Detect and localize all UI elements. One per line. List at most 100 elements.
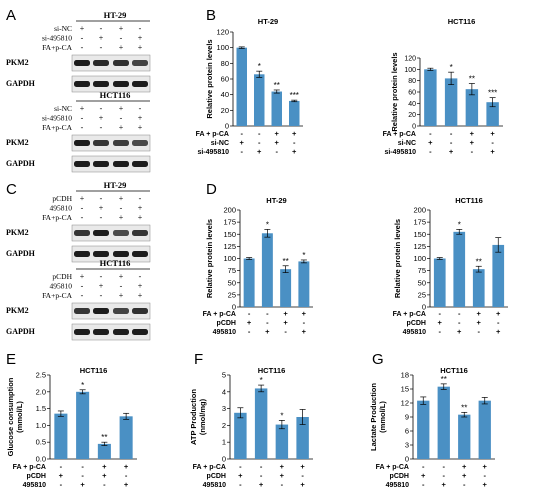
condition-sign: -	[266, 309, 269, 318]
y-tick-label: 0	[422, 303, 426, 312]
condition-sign: -	[463, 480, 466, 489]
chart-b-1: HT-29 Relative protein levels 0 20 40 60 80 100…	[196, 17, 303, 156]
bar	[453, 231, 466, 307]
condition-sign: -	[125, 471, 128, 480]
significance-marker: **	[274, 81, 280, 90]
y-tick-label: 60	[408, 90, 416, 97]
blot-sign: -	[100, 24, 103, 33]
condition-sign: -	[81, 471, 84, 480]
y-axis-label: (mmol/L)	[378, 401, 387, 433]
blot-row-label: 495810	[50, 204, 73, 213]
condition-sign: -	[471, 147, 474, 156]
bar	[424, 69, 437, 126]
y-tick-label: 12	[401, 399, 409, 408]
condition-sign: +	[283, 318, 288, 327]
condition-label: 495810	[213, 329, 236, 336]
blot-cell-line-title: HCT116	[100, 258, 131, 268]
y-tick-label: 120	[216, 28, 229, 37]
y-tick-label: 100	[404, 67, 416, 74]
condition-sign: -	[239, 462, 242, 471]
condition-label: pCDH	[407, 320, 426, 327]
y-tick-label: 80	[408, 78, 416, 85]
blot-sign: +	[80, 24, 85, 33]
y-tick-label: 18	[401, 371, 409, 380]
blot-sign: +	[119, 194, 124, 203]
blot-band	[113, 308, 129, 314]
y-tick-label: 50	[228, 278, 236, 287]
panel-letters: A B C D E F G	[6, 7, 384, 368]
y-axis-label: Lactate Production	[369, 383, 378, 451]
bar	[296, 417, 309, 459]
blot-sign: +	[119, 272, 124, 281]
blot-band-label: PKM2	[6, 306, 29, 315]
blot-row-label: si-NC	[54, 24, 72, 33]
significance-marker: *	[302, 251, 305, 260]
condition-sign: +	[124, 480, 129, 489]
significance-marker: **	[469, 75, 475, 84]
condition-sign: -	[260, 462, 263, 471]
blot-sign: -	[100, 291, 103, 300]
bar	[254, 388, 268, 459]
blot-sign: -	[100, 194, 103, 203]
y-tick-label: 150	[413, 230, 426, 239]
condition-sign: -	[266, 318, 269, 327]
bar	[486, 102, 499, 126]
blot-band-label: GAPDH	[6, 249, 36, 258]
significance-marker: **	[283, 257, 289, 266]
blot-sign: +	[80, 104, 85, 113]
condition-sign: +	[438, 318, 443, 327]
blot-membrane	[71, 224, 151, 242]
y-tick-label: 150	[223, 230, 236, 239]
condition-sign: -	[429, 147, 432, 156]
blot-band	[93, 140, 109, 146]
condition-sign: +	[496, 327, 501, 336]
bar	[261, 233, 273, 307]
blot-sign: +	[80, 272, 85, 281]
significance-marker: *	[450, 63, 453, 72]
blot-row-label: si-495810	[42, 114, 72, 123]
blot-row-label: pCDH	[52, 272, 72, 281]
y-tick-label: 6	[405, 427, 409, 436]
y-tick-label: 120	[404, 56, 416, 63]
y-tick-label: 2.5	[36, 371, 46, 380]
bar	[458, 414, 471, 459]
condition-sign: -	[458, 318, 461, 327]
chart-f-6: HCT116 ATP Production (nmol/mg) 0 1 2 3 4 5 * * FA …	[189, 366, 313, 489]
blot-band	[132, 81, 148, 87]
blot-sign: +	[119, 43, 124, 52]
blot-band-label: PKM2	[6, 228, 29, 237]
bar	[472, 269, 485, 307]
blot-sign: -	[81, 34, 84, 43]
chart-title: HT-29	[258, 17, 278, 26]
blot-sign: -	[100, 272, 103, 281]
chart-title: HCT116	[448, 17, 476, 26]
blot-band	[93, 81, 109, 87]
blot-band	[74, 140, 90, 146]
condition-label: 495810	[203, 482, 226, 489]
bar	[271, 91, 282, 126]
condition-sign: -	[478, 327, 481, 336]
y-axis-label: ATP Production	[189, 389, 198, 445]
blot-sign: -	[120, 282, 123, 291]
condition-label: 495810	[403, 329, 426, 336]
blot-band	[74, 329, 90, 335]
blot-sign: -	[120, 114, 123, 123]
blot-sign: +	[138, 123, 143, 132]
panel-letter-a: A	[6, 7, 16, 24]
y-tick-label: 200	[223, 206, 236, 215]
condition-label: pCDH	[27, 473, 46, 480]
condition-sign: +	[292, 147, 297, 156]
bar	[254, 74, 265, 126]
condition-label: si-NC	[211, 140, 229, 147]
blot-band-label: PKM2	[6, 58, 29, 67]
bar	[243, 258, 255, 307]
blot-band	[93, 161, 109, 167]
y-tick-label: 100	[216, 43, 229, 52]
significance-marker: ***	[488, 89, 497, 98]
blot-sign: -	[139, 104, 142, 113]
blot-sign: -	[81, 114, 84, 123]
blot-sign: +	[138, 204, 143, 213]
